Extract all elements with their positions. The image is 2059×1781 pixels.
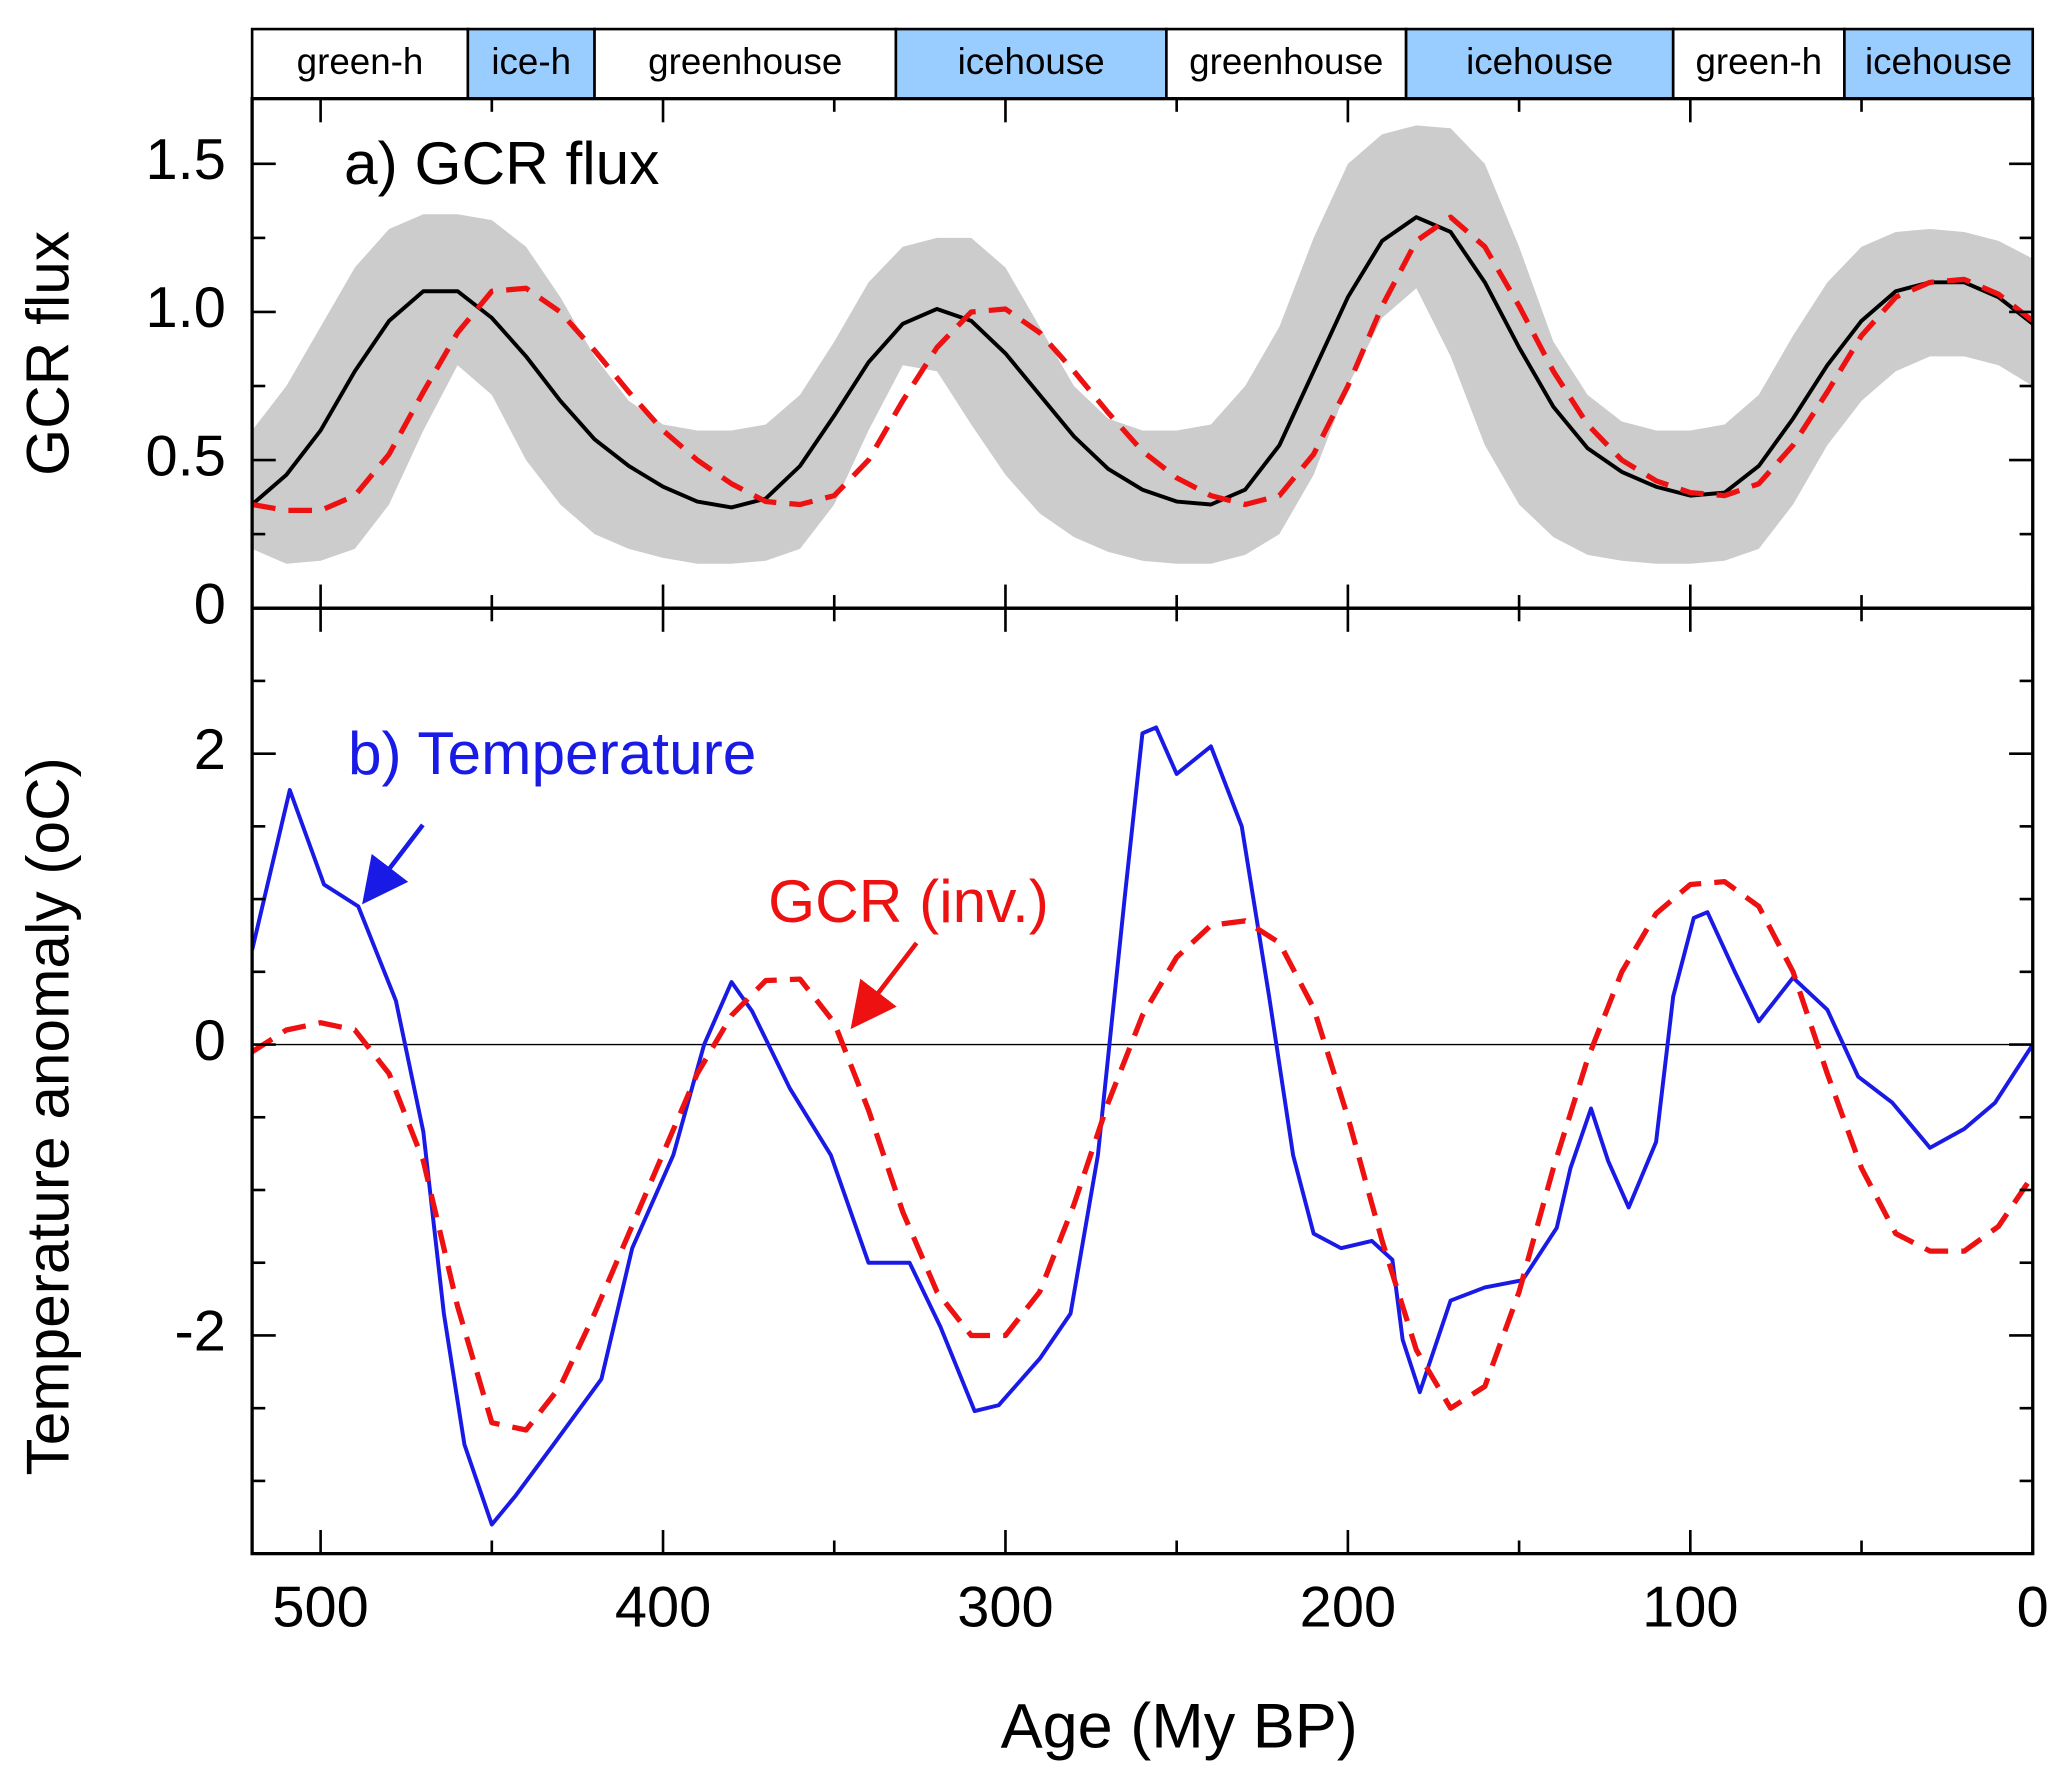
line [252, 214, 2033, 514]
annotation-arrow [850, 941, 919, 1030]
regime [1843, 27, 2035, 100]
line [252, 215, 2033, 510]
uncertainty-band [252, 125, 2033, 564]
x-tick-label: 300 [957, 1576, 1053, 1640]
regime [250, 27, 470, 100]
regime-label: icehouse [1466, 41, 1613, 82]
regime-label: icehouse [958, 41, 1105, 82]
regime [466, 27, 596, 100]
y-axis-label: GCR flux [13, 231, 81, 476]
regime-label: green-h [297, 41, 424, 82]
x-axis-label: Age (My BP) [1001, 1692, 1358, 1762]
regime-label: greenhouse [648, 41, 842, 82]
y-tick-label: 0 [194, 1009, 226, 1073]
x-tick-label: 0 [2017, 1576, 2049, 1640]
annotation: b) Temperature [348, 719, 756, 787]
x-tick-label: 400 [615, 1576, 711, 1640]
x-tick-label: 100 [1642, 1576, 1738, 1640]
y-tick-label: -2 [174, 1300, 225, 1364]
y-tick-label: 1.5 [146, 128, 226, 192]
y-tick-label: 0 [194, 572, 226, 636]
x-tick-label: 200 [1300, 1576, 1396, 1640]
panel-title: a) GCR flux [344, 129, 659, 197]
y-tick-label: 1.0 [146, 276, 226, 340]
line [252, 879, 2033, 1433]
regime-label: ice-h [491, 41, 571, 82]
y-axis-label: Temperature anomaly (oC) [13, 757, 81, 1475]
x-tick-label: 500 [272, 1576, 368, 1640]
annotation: GCR (inv.) [768, 867, 1049, 935]
regime-label: green-h [1695, 41, 1822, 82]
regime [1404, 27, 1675, 100]
y-tick-label: 0.5 [146, 424, 226, 488]
regime-label: greenhouse [1189, 41, 1383, 82]
annotation-arrow [362, 823, 425, 905]
plot-frame [250, 606, 2035, 1556]
y-tick-label: 2 [194, 718, 226, 782]
line [252, 725, 2033, 1527]
regime-label: icehouse [1865, 41, 2012, 82]
